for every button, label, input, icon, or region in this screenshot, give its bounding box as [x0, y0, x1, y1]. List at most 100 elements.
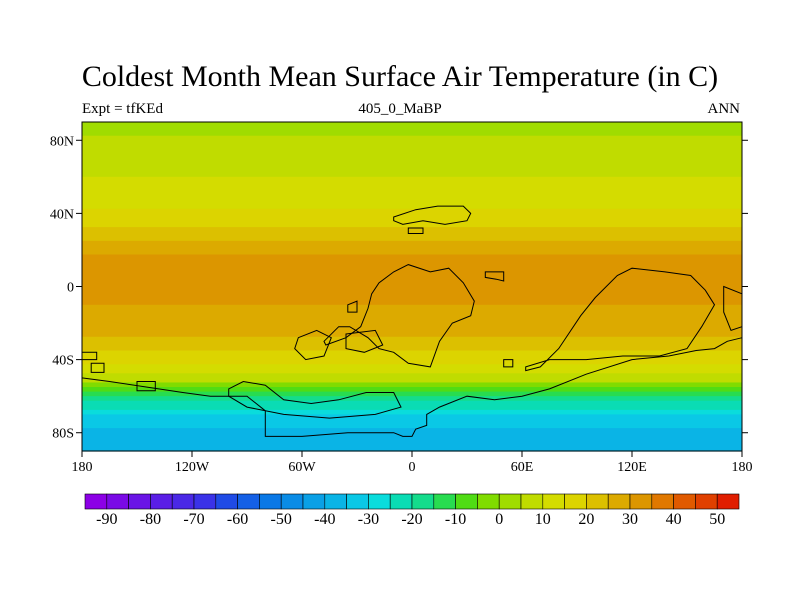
colorbar-swatch: [215, 493, 238, 510]
temperature-band: [82, 304, 742, 310]
colorbar-swatch: [433, 493, 456, 510]
y-tick-label: 80S: [52, 427, 74, 442]
colorbar-swatch: [477, 493, 500, 510]
land-outline: [347, 300, 358, 313]
colorbar-label: 10: [535, 511, 551, 528]
temperature-band: [82, 359, 742, 365]
temperature-band: [82, 446, 742, 452]
temperature-band: [82, 140, 742, 146]
temperature-band: [82, 441, 742, 448]
temperature-band: [82, 190, 742, 196]
colorbar-label: -10: [445, 511, 466, 528]
colorbar-swatch: [368, 493, 391, 510]
x-tick-label: 180: [732, 460, 753, 475]
temperature-band: [82, 240, 742, 246]
temperature-band: [82, 323, 742, 329]
land-outline: [228, 380, 402, 419]
temperature-band: [82, 336, 742, 342]
y-tick-label: 40N: [50, 207, 74, 222]
x-tick-label: 180: [72, 460, 93, 475]
temperature-band: [82, 122, 742, 128]
y-tick-label: 80N: [50, 134, 74, 149]
colorbar-swatch: [389, 493, 413, 510]
colorbar-swatch: [237, 493, 260, 510]
temperature-band: [82, 195, 742, 201]
y-tick-label: 40S: [52, 354, 74, 369]
colorbar-label: -70: [183, 511, 204, 528]
temperature-band: [82, 249, 742, 256]
temperature-band: [82, 364, 742, 370]
temperature-band: [82, 405, 742, 411]
temperature-band: [82, 409, 742, 416]
colorbar-swatch: [542, 493, 565, 510]
temperature-band: [82, 419, 742, 425]
temperature-band: [82, 213, 742, 219]
colorbar-label: 50: [709, 511, 725, 528]
temperature-band: [82, 428, 742, 434]
temperature-band: [82, 236, 742, 242]
colorbar-label: -60: [227, 511, 248, 528]
temperature-band: [82, 414, 742, 420]
temperature-band: [82, 144, 742, 151]
temperature-band: [82, 153, 742, 160]
temperature-band: [82, 437, 742, 443]
colorbar-swatch: [586, 493, 609, 510]
colorbar-swatch: [673, 493, 696, 510]
land-outline: [323, 264, 475, 368]
colorbar-label: -30: [358, 511, 379, 528]
colorbar-swatch: [564, 493, 587, 510]
experiment-label: Expt = tfKEd: [82, 101, 163, 117]
temperature-band: [82, 309, 742, 315]
temperature-band: [82, 318, 742, 324]
colorbar-label: -40: [314, 511, 335, 528]
temperature-band: [82, 345, 742, 352]
land-outline: [525, 267, 716, 372]
colorbar-swatch: [716, 493, 740, 510]
colorbar-label: 0: [495, 511, 503, 528]
temperature-band: [82, 281, 742, 288]
temperature-band: [82, 341, 742, 347]
land-outline: [345, 329, 384, 353]
temperature-band: [82, 373, 742, 379]
y-tick-label: 0: [67, 281, 74, 296]
temperature-band: [82, 332, 742, 338]
colorbar-swatch: [302, 493, 326, 510]
colorbar-swatch: [193, 493, 217, 510]
temperature-band: [82, 377, 742, 384]
colorbar-label: 30: [622, 511, 638, 528]
temperature-band: [82, 176, 742, 183]
colorbar-swatch: [607, 493, 631, 510]
colorbar-swatch: [455, 493, 478, 510]
colorbar-swatch: [106, 493, 129, 510]
temperature-band: [82, 355, 742, 361]
x-tick-label: 60E: [511, 460, 534, 475]
temperature-band: [82, 199, 742, 205]
colorbar-label: -20: [401, 511, 422, 528]
colorbar-swatch: [171, 493, 195, 510]
colorbar-swatch: [259, 493, 282, 510]
temperature-band: [82, 181, 742, 187]
temperature-band: [82, 131, 742, 137]
land-outline: [484, 271, 505, 282]
temperature-band: [82, 126, 742, 132]
temperature-band: [82, 277, 742, 283]
temperature-band: [82, 368, 742, 374]
temperature-band: [82, 268, 742, 274]
land-outline: [503, 359, 514, 368]
colorbar-swatch: [346, 493, 369, 510]
colorbar-swatch: [84, 493, 108, 510]
colorbar-swatch: [411, 493, 435, 510]
temperature-band: [82, 259, 742, 265]
temperature-band: [82, 291, 742, 297]
time-label: 405_0_MaBP: [358, 101, 442, 117]
temperature-band: [82, 185, 742, 192]
temperature-band: [82, 400, 742, 406]
colorbar-label: -80: [140, 511, 161, 528]
colorbar-swatch: [150, 493, 173, 510]
land-outline: [393, 205, 472, 225]
temperature-band: [82, 167, 742, 173]
x-tick-label: 120W: [175, 460, 210, 475]
temperature-band: [82, 254, 742, 260]
colorbar-label: 40: [666, 511, 682, 528]
